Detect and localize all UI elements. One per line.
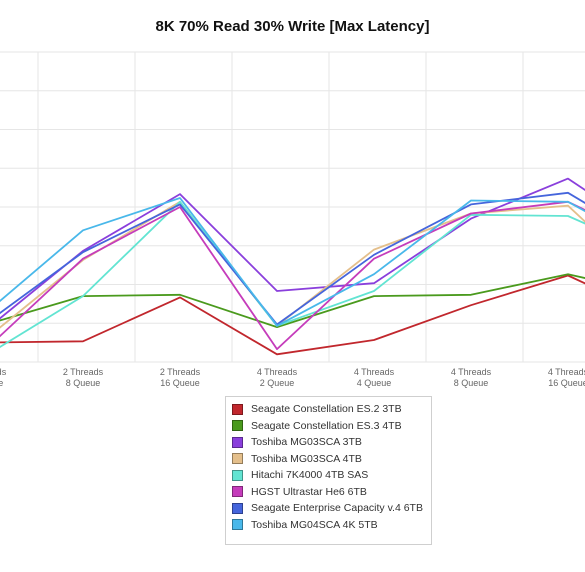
legend-label: Toshiba MG03SCA 3TB	[251, 436, 362, 449]
x-tick-label: 2 Threads	[160, 367, 201, 377]
series-line-2	[0, 273, 585, 329]
x-tick-label: 2 Threads	[0, 367, 7, 377]
legend-item[interactable]: HGST Ultrastar He6 6TB	[232, 484, 431, 501]
legend-item[interactable]: Hitachi 7K4000 4TB SAS	[232, 467, 431, 484]
legend-swatch	[232, 436, 243, 448]
legend-label: Toshiba MG03SCA 4TB	[251, 452, 362, 465]
series-line-8	[0, 197, 585, 327]
x-tick-label: 2 Threads	[63, 367, 104, 377]
x-tick-label: 8 Queue	[454, 378, 489, 388]
legend-item[interactable]: Toshiba MG03SCA 4TB	[232, 451, 431, 468]
x-tick-label: 4 Queue	[0, 378, 3, 388]
legend-item[interactable]: Seagate Constellation ES.3 4TB	[232, 418, 431, 435]
legend-label: HGST Ultrastar He6 6TB	[251, 485, 367, 498]
series-line-1	[0, 274, 585, 356]
legend-swatch	[232, 420, 243, 432]
series-line-6	[0, 200, 585, 351]
series-line-3	[0, 177, 585, 320]
legend-label: Seagate Constellation ES.3 4TB	[251, 419, 402, 432]
legend-label: Seagate Constellation ES.2 3TB	[251, 403, 402, 416]
x-tick-label: 4 Threads	[548, 367, 585, 377]
x-tick-label: 4 Threads	[257, 367, 298, 377]
legend-label: Toshiba MG04SCA 4K 5TB	[251, 518, 378, 531]
legend-item[interactable]: Toshiba MG04SCA 4K 5TB	[232, 517, 431, 534]
legend-label: Seagate Enterprise Capacity v.4 6TB	[251, 502, 423, 515]
legend-swatch	[232, 519, 243, 531]
legend-swatch	[232, 403, 243, 415]
legend-item[interactable]: Toshiba MG03SCA 3TB	[232, 434, 431, 451]
x-tick-label: 4 Queue	[357, 378, 392, 388]
gridlines	[0, 51, 585, 363]
legend: Seagate Constellation ES.2 3TB Seagate Co…	[225, 396, 432, 545]
legend-swatch	[232, 486, 243, 498]
series-lines	[0, 177, 585, 356]
legend-label: Hitachi 7K4000 4TB SAS	[251, 469, 369, 482]
legend-item[interactable]: Seagate Constellation ES.2 3TB	[232, 401, 431, 418]
legend-swatch	[232, 453, 243, 465]
legend-swatch	[232, 469, 243, 481]
x-tick-label: 4 Threads	[354, 367, 395, 377]
legend-item[interactable]: Seagate Enterprise Capacity v.4 6TB	[232, 500, 431, 517]
x-tick-label: 16 Queue	[160, 378, 200, 388]
x-tick-label: 16 Queue	[548, 378, 585, 388]
x-tick-label: 4 Threads	[451, 367, 492, 377]
series-line-7	[0, 191, 585, 326]
x-tick-label: 8 Queue	[66, 378, 101, 388]
chart-title: 8K 70% Read 30% Write [Max Latency]	[155, 18, 430, 35]
x-tick-label: 2 Queue	[260, 378, 295, 388]
legend-swatch	[232, 502, 243, 514]
series-line-5	[0, 200, 585, 348]
